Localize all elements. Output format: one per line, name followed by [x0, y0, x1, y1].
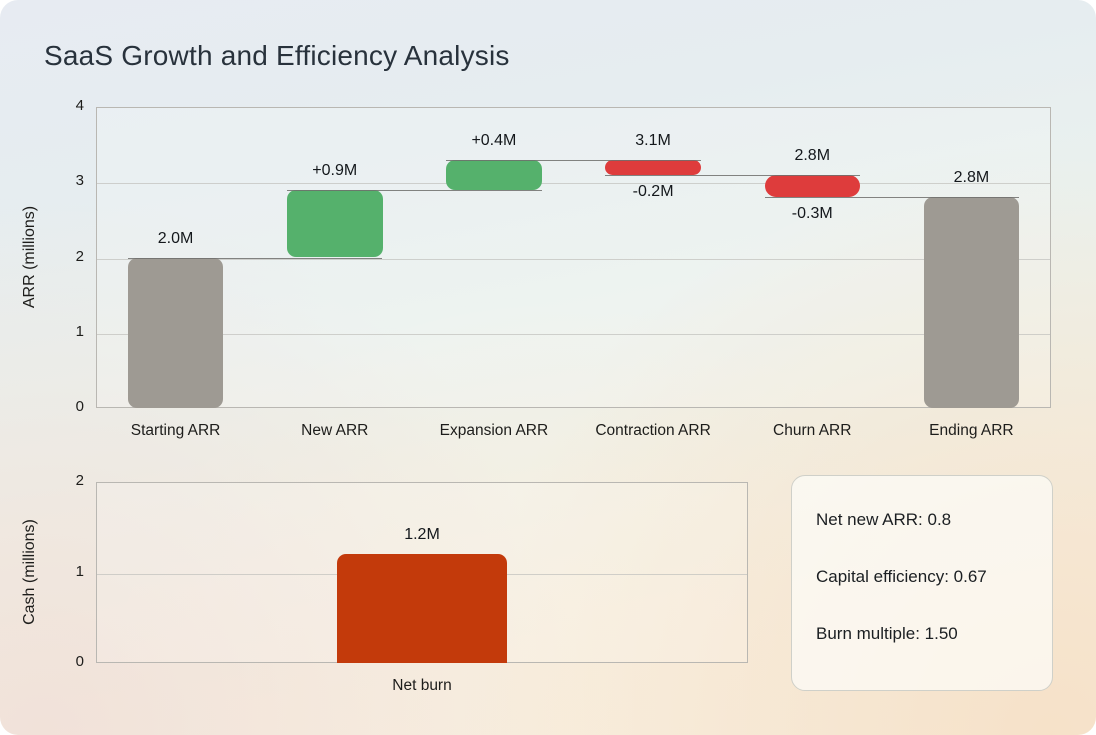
bar-starting-arr	[127, 257, 224, 408]
bar-net-burn	[337, 554, 507, 663]
waterfall-connector	[446, 159, 701, 161]
y-axis-title: ARR (millions)	[21, 205, 38, 308]
bar-value-label: +0.9M	[312, 161, 358, 179]
y-tick-label: 1	[75, 562, 84, 580]
x-category-label: Contraction ARR	[595, 422, 711, 439]
bar-value-label: 2.8M	[953, 169, 990, 187]
waterfall-connector	[287, 189, 542, 191]
y-axis-title: Cash (millions)	[21, 518, 38, 625]
waterfall-connector	[764, 197, 1020, 199]
bar-churn-arr	[764, 174, 860, 198]
bar-expansion-arr	[446, 159, 542, 190]
x-category-label: New ARR	[301, 422, 369, 439]
x-category-label: Churn ARR	[773, 422, 852, 439]
y-tick-label: 3	[75, 172, 84, 190]
bar-value-label: +0.4M	[471, 131, 517, 149]
x-category-label: Starting ARR	[130, 422, 221, 439]
x-category-label: Net burn	[392, 677, 452, 694]
bar-value-label: 3.1M	[635, 131, 671, 149]
x-category-label: Expansion ARR	[439, 422, 549, 439]
y-tick-label: 1	[75, 322, 84, 340]
bar-contraction-arr	[605, 159, 701, 175]
gridline	[97, 183, 1050, 185]
bar-value-label: 2.8M	[794, 146, 831, 164]
y-tick-label: 0	[75, 398, 84, 415]
bar-new-arr	[287, 189, 383, 258]
metric-burn-multiple: Burn multiple: 1.50	[816, 624, 958, 643]
y-tick-label: 4	[75, 97, 84, 114]
y-tick-label: 2	[75, 472, 84, 489]
metric-capital-efficiency: Capital efficiency: 0.67	[816, 567, 987, 586]
y-tick-label: 2	[75, 247, 84, 265]
metric-net-new-arr: Net new ARR: 0.8	[816, 510, 952, 529]
bar-delta-label: -0.2M	[632, 182, 674, 200]
waterfall-connector	[127, 257, 383, 259]
metrics-card: Net new ARR: 0.8 Capital efficiency: 0.6…	[791, 475, 1053, 691]
bar-value-label: 1.2M	[404, 526, 440, 544]
x-category-label: Ending ARR	[929, 422, 1014, 439]
page-title: SaaS Growth and Efficiency Analysis	[44, 40, 510, 71]
bar-value-label: 2.0M	[157, 229, 194, 247]
bar-ending-arr	[923, 197, 1020, 408]
y-tick-label: 0	[75, 653, 84, 670]
gridline	[97, 333, 1050, 335]
waterfall-connector	[605, 174, 860, 176]
gridline	[97, 258, 1050, 260]
bar-delta-label: -0.3M	[791, 205, 833, 223]
